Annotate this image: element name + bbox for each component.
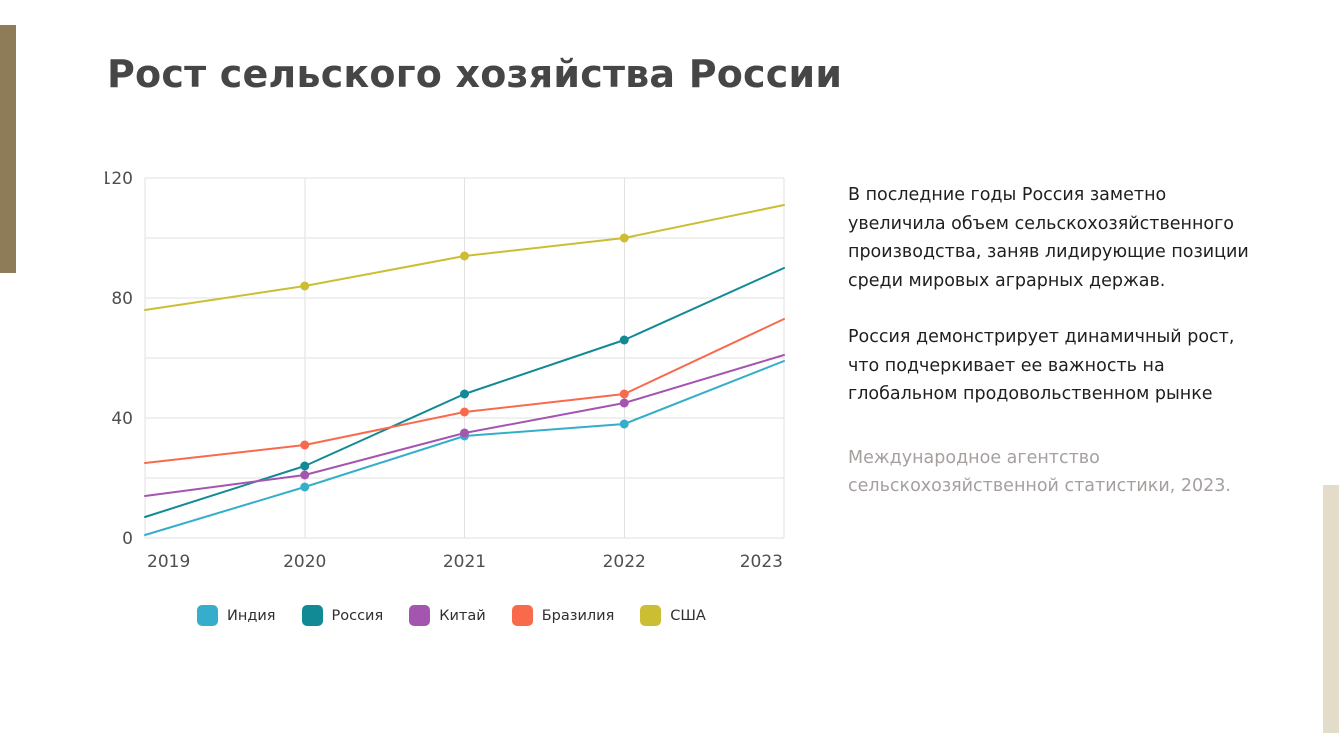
line-chart: 0 40 80 120 2019 2020 2021 2022 2023	[101, 169, 795, 580]
chart-marker-0	[619, 419, 629, 429]
chart-marker-3	[460, 407, 469, 417]
source-note: Международное агентство сельскохозяйстве…	[848, 447, 1231, 497]
chart-marker-3	[300, 440, 310, 450]
page-title: Рост сельского хозяйства России	[107, 52, 843, 96]
chart-marker-4	[460, 251, 469, 261]
legend-item-2: Китай	[409, 605, 486, 626]
x-axis-tick-label: 2023	[740, 552, 783, 572]
legend-swatch-icon	[301, 605, 323, 626]
x-axis-tick-label: 2019	[147, 552, 190, 572]
body-paragraph-1: В последние годы Россия заметно увеличил…	[848, 185, 1249, 291]
legend-swatch-icon	[409, 605, 431, 626]
chart-marker-2	[619, 398, 629, 408]
legend-label: Китай	[439, 607, 486, 624]
chart-marker-1	[300, 461, 310, 471]
legend-label: США	[670, 607, 706, 624]
x-axis-tick-label: 2020	[283, 552, 326, 572]
legend-item-1: Россия	[301, 605, 384, 626]
legend-label: Индия	[227, 607, 276, 624]
legend-swatch-icon	[640, 605, 662, 626]
chart-marker-4	[619, 233, 629, 243]
chart-marker-0	[300, 482, 310, 492]
x-axis-tick-label: 2021	[443, 552, 486, 572]
y-axis-tick-label: 0	[122, 529, 133, 549]
y-axis-tick-label: 80	[111, 289, 133, 309]
body-paragraph-2: Россия демонстрирует динамичный рост, чт…	[848, 327, 1235, 404]
legend-item-0: Индия	[197, 605, 276, 626]
left-accent-bar	[0, 25, 16, 273]
right-accent-bar	[1323, 485, 1339, 733]
chart-marker-1	[460, 389, 469, 399]
chart-marker-2	[460, 428, 469, 438]
chart-marker-1	[619, 335, 629, 345]
x-axis-tick-label: 2022	[603, 552, 646, 572]
legend-item-4: США	[640, 605, 706, 626]
legend-swatch-icon	[511, 605, 533, 626]
chart-legend: Индия Россия Китай Бразилия США	[197, 605, 706, 626]
legend-label: Бразилия	[541, 607, 615, 624]
legend-item-3: Бразилия	[511, 605, 615, 626]
line-chart-canvas: 0 40 80 120 2019 2020 2021 2022 2023	[101, 169, 785, 572]
y-axis-tick-label: 120	[105, 170, 133, 189]
text-column: В последние годы Россия заметно увеличил…	[848, 181, 1260, 529]
chart-marker-4	[300, 281, 310, 291]
legend-swatch-icon	[197, 605, 218, 626]
chart-marker-3	[619, 389, 629, 399]
chart-marker-2	[300, 470, 310, 480]
legend-label: Россия	[331, 607, 384, 624]
y-axis-tick-label: 40	[111, 409, 133, 429]
